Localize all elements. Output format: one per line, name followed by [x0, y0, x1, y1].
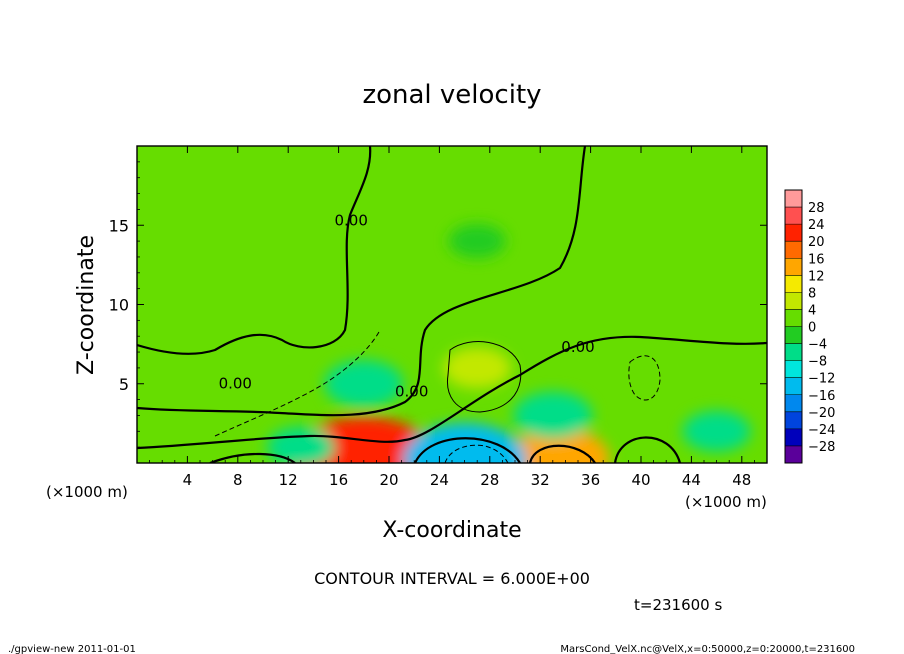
- colorbar-label: −8: [808, 355, 827, 370]
- velocity-feature: [513, 391, 593, 440]
- contour-interval-label: CONTOUR INTERVAL = 6.000E+00: [314, 569, 590, 588]
- x-axis-ticks: 4 8 12 16 20 24 28 32 36 40 44 48: [149, 146, 755, 489]
- colorbar-cell: [785, 360, 802, 379]
- zero-contour-lower: [137, 335, 767, 450]
- colorbar-cell: [785, 224, 802, 242]
- zero-contour-lines: [137, 146, 767, 463]
- zero-contour-positive-bottom-left: [209, 452, 296, 463]
- zero-contour-label: 0.00: [395, 382, 428, 400]
- zero-contour-label: 0.00: [219, 375, 252, 393]
- x-tick-label: 24: [430, 471, 449, 489]
- colorbar-cell: [785, 343, 802, 362]
- colorbar-label: 4: [808, 303, 816, 318]
- interval-contour-lines: [214, 329, 661, 463]
- colorbar-cell: [785, 292, 802, 310]
- colorbar-cell: [785, 241, 802, 259]
- x-tick-label: 48: [732, 471, 751, 489]
- y-axis-ticks: 5 10 15: [109, 161, 767, 448]
- zero-contour-label: 0.00: [334, 211, 367, 229]
- x-tick-label: 4: [183, 471, 193, 489]
- zero-contour-upper: [137, 146, 372, 355]
- colorbar-label: 20: [808, 235, 825, 250]
- contour-positive-six: [446, 341, 522, 413]
- colorbar-label: 16: [808, 252, 825, 267]
- colorbar-label: 28: [808, 201, 825, 216]
- colorbar-cell: [785, 258, 802, 276]
- velocity-feature: [443, 347, 512, 389]
- colorbar-label: 24: [808, 218, 825, 233]
- colorbar-frame: [784, 189, 803, 464]
- colorbar-cell: [785, 275, 802, 293]
- colorbar-cell: [785, 377, 802, 396]
- colorbar: 28 24 20 16 12 8 4 0 −4 −8 −12 −16 −20 −24 −28: [784, 189, 835, 464]
- velocity-field: [266, 224, 751, 463]
- plot-area: 0.000.00 0.000.00 4 8 12 16 20 24 28 32 36 40 44 48 …: [109, 145, 768, 489]
- zero-contour-middle: [137, 146, 587, 417]
- colorbar-label: −20: [808, 406, 835, 421]
- x-tick-label: 28: [480, 471, 499, 489]
- chart-title: zonal velocity: [362, 80, 541, 110]
- colorbar-label: 12: [808, 269, 825, 284]
- x-tick-label: 12: [279, 471, 298, 489]
- zero-contour-base: [413, 437, 521, 463]
- colorbar-label: −28: [808, 440, 835, 455]
- time-label: t=231600 s: [634, 596, 722, 614]
- velocity-feature: [324, 360, 404, 408]
- y-axis-label: Z-coordinate: [74, 235, 99, 375]
- footer-left: ./gpview-new 2011-01-01: [8, 644, 136, 654]
- x-axis-label: X-coordinate: [382, 518, 521, 543]
- colorbar-cell: [785, 428, 802, 447]
- footer-right: MarsCond_VelX.nc@VelX,x=0:50000,z=0:2000…: [560, 644, 855, 654]
- x-tick-label: 16: [329, 471, 348, 489]
- velocity-feature: [448, 224, 506, 259]
- velocity-feature: [682, 410, 751, 452]
- colorbar-cell: [785, 445, 802, 464]
- colorbar-label: −4: [808, 338, 827, 353]
- contour-negative-six-left: [214, 329, 381, 437]
- zero-contour-labels: 0.00 0.00 0.00 0.00: [219, 211, 595, 400]
- x-axis-unit-left: (×1000 m): [46, 483, 128, 501]
- colorbar-label: −24: [808, 423, 835, 438]
- x-tick-label: 44: [682, 471, 701, 489]
- x-tick-label: 20: [379, 471, 398, 489]
- y-tick-label: 15: [109, 216, 129, 235]
- colorbar-cell: [785, 190, 802, 208]
- zero-contour-label: 0.00: [561, 338, 594, 356]
- velocity-feature: [403, 422, 527, 463]
- y-tick-label: 10: [109, 296, 129, 315]
- plot-background: [137, 146, 767, 463]
- colorbar-cell: [785, 394, 802, 413]
- contour-negative-six-right: [628, 355, 661, 401]
- colorbar-label: 0: [808, 321, 816, 336]
- colorbar-cells: [785, 190, 802, 464]
- colorbar-label: −16: [808, 389, 835, 404]
- x-tick-label: 8: [233, 471, 243, 489]
- colorbar-cell: [785, 309, 802, 327]
- colorbar-labels: 28 24 20 16 12 8 4 0 −4 −8 −12 −16 −20 −24 −28: [808, 201, 835, 455]
- colorbar-label: −12: [808, 372, 835, 387]
- colorbar-cell: [785, 207, 802, 225]
- x-tick-label: 40: [631, 471, 650, 489]
- x-tick-label: 32: [531, 471, 550, 489]
- colorbar-cell: [785, 411, 802, 430]
- colorbar-cell: [785, 326, 802, 345]
- x-axis-unit-right: (×1000 m): [685, 493, 767, 511]
- colorbar-label: 8: [808, 286, 816, 301]
- x-tick-label: 36: [581, 471, 600, 489]
- zero-contour-positive-bottom-right: [528, 436, 682, 463]
- y-tick-label: 5: [119, 375, 129, 394]
